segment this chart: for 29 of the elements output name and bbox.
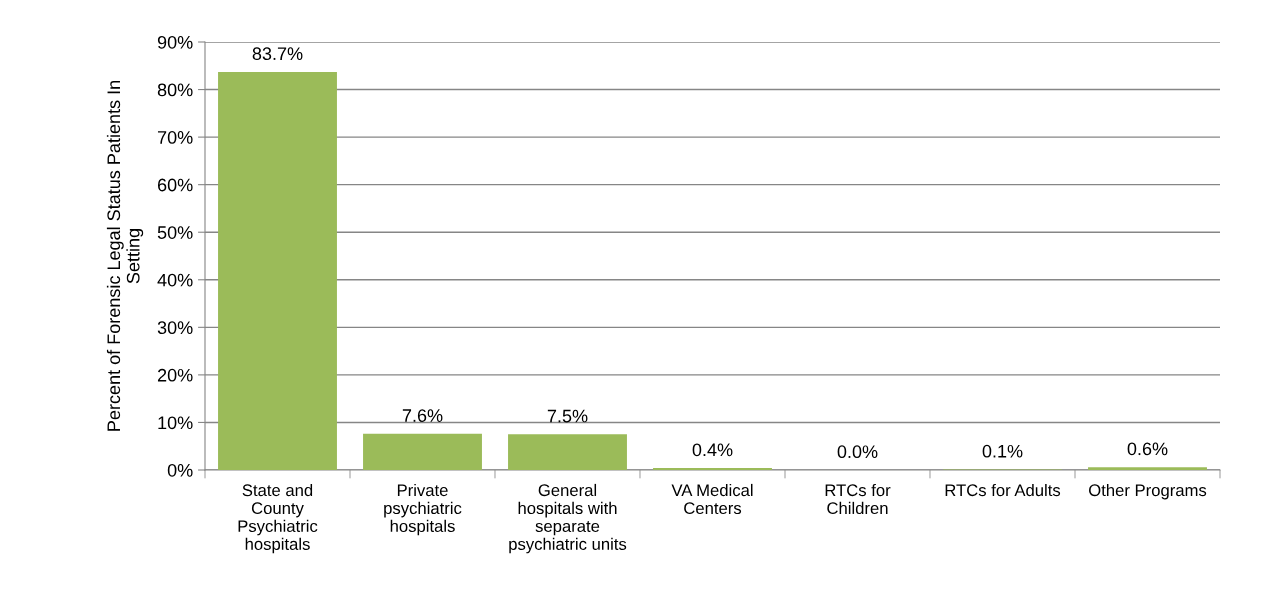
data-label: 0.0%	[837, 445, 878, 459]
data-label: 83.7%	[252, 47, 303, 61]
y-tick-label: 60%	[157, 178, 193, 192]
x-tick-label: Other Programs	[1089, 483, 1207, 500]
y-tick-label: 90%	[157, 35, 193, 49]
y-tick-label: 0%	[167, 463, 193, 477]
y-tick-label: 50%	[157, 226, 193, 239]
x-tick-label: State and County Psychiatric hospitals	[238, 483, 318, 554]
data-label: 7.5%	[547, 409, 588, 423]
bar	[508, 434, 627, 470]
x-tick-label: RTCs for Children	[825, 483, 891, 515]
bar	[363, 433, 482, 470]
y-tick-label: 30%	[157, 321, 193, 335]
x-tick-label: Private psychiatric hospitals	[384, 483, 462, 536]
y-tick-label: 20%	[157, 368, 193, 382]
x-tick-label: RTCs for Adults	[945, 483, 1061, 497]
x-tick-label: VA Medical Centers	[671, 483, 753, 515]
data-label: 7.6%	[402, 409, 443, 422]
bar	[218, 71, 337, 470]
y-tick-label: 40%	[157, 273, 193, 287]
y-tick-label: 80%	[157, 83, 193, 97]
data-label: 0.4%	[692, 443, 733, 457]
x-tick-label: General hospitals with separate psychiatric units	[509, 483, 627, 554]
data-label: 0.6%	[1127, 442, 1168, 456]
y-axis-title: Percent of Forensic Legal Status Patients In Setting	[106, 81, 144, 431]
y-tick-label: 10%	[158, 416, 193, 430]
y-tick-label: 70%	[157, 131, 193, 144]
data-label: 0.1%	[982, 444, 1023, 458]
bar	[1088, 467, 1207, 470]
